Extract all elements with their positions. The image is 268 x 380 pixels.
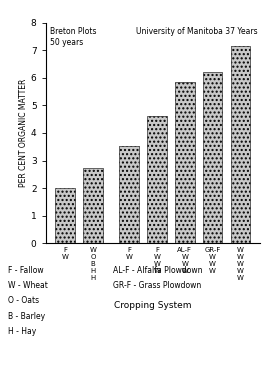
Text: Breton Plots
50 years: Breton Plots 50 years [50, 27, 96, 47]
Bar [203, 72, 222, 243]
Text: AL-F - Alfalfa Plowdown: AL-F - Alfalfa Plowdown [113, 266, 202, 275]
Bar [119, 146, 139, 243]
Text: W - Wheat: W - Wheat [8, 281, 48, 290]
X-axis label: Cropping System: Cropping System [114, 301, 192, 310]
Bar [83, 168, 103, 243]
Text: H - Hay: H - Hay [8, 327, 36, 336]
Text: F - Fallow: F - Fallow [8, 266, 44, 275]
Text: O - Oats: O - Oats [8, 296, 39, 306]
Bar [147, 116, 167, 243]
Y-axis label: PER CENT ORGANIC MATTER: PER CENT ORGANIC MATTER [19, 79, 28, 187]
Bar [175, 82, 195, 243]
Bar [231, 46, 250, 243]
Text: GR-F - Grass Plowdown: GR-F - Grass Plowdown [113, 281, 201, 290]
Bar [55, 188, 75, 243]
Text: University of Manitoba 37 Years: University of Manitoba 37 Years [136, 27, 257, 36]
Text: B - Barley: B - Barley [8, 312, 45, 321]
